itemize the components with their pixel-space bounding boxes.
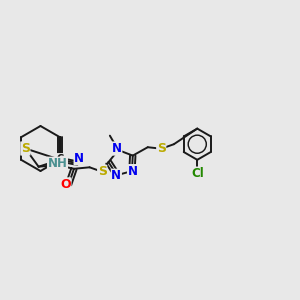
Text: S: S [21,142,30,155]
Text: C: C [57,154,64,164]
Text: Cl: Cl [191,167,204,180]
Text: NH: NH [47,157,68,170]
Text: S: S [98,165,107,178]
Text: N: N [111,169,122,182]
Text: O: O [60,178,71,191]
Text: N: N [74,152,84,165]
Text: S: S [157,142,166,155]
Text: N: N [112,142,122,155]
Text: N: N [128,165,137,178]
